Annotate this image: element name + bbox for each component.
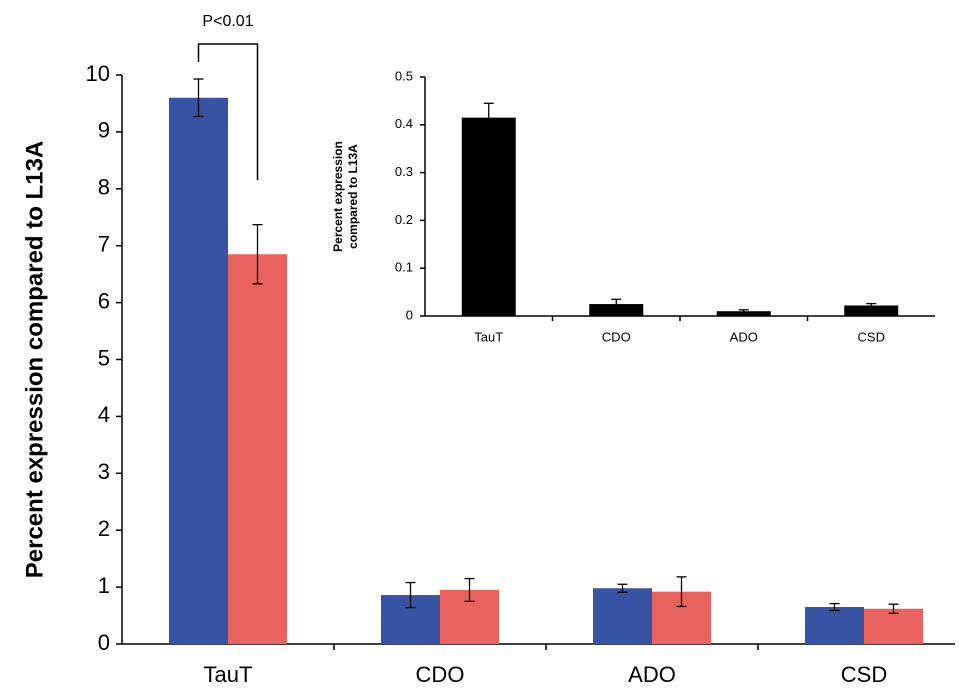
y-tick-label: 8: [98, 175, 110, 200]
x-tick-label: CDO: [416, 662, 465, 687]
y-axis-title-line: compared to L13A: [346, 144, 360, 249]
bar: [593, 588, 652, 644]
y-tick-label: 4: [98, 402, 110, 427]
x-tick-label: CSD: [858, 329, 885, 344]
x-tick-label: ADO: [628, 662, 676, 687]
y-tick-label: 2: [98, 516, 110, 541]
y-axis-title: Percent expression compared to L13A: [21, 141, 48, 578]
y-tick-label: 0: [406, 307, 413, 322]
error-bar: [888, 603, 899, 614]
y-tick-label: 9: [98, 118, 110, 143]
x-tick-label: CDO: [602, 329, 631, 344]
error-bar: [611, 298, 622, 310]
error-bar: [464, 577, 475, 602]
y-tick-label: 0.2: [395, 212, 413, 227]
bar: [461, 117, 516, 316]
y-tick-label: 1: [98, 573, 110, 598]
y-tick-label: 10: [86, 61, 110, 86]
y-tick-label: 0.4: [395, 116, 413, 131]
y-tick-label: 0.3: [395, 164, 413, 179]
error-bar: [252, 223, 263, 285]
y-tick-label: 7: [98, 232, 110, 257]
x-tick-label: ADO: [730, 329, 758, 344]
x-tick-label: TauT: [204, 662, 253, 687]
significance-bracket: [197, 43, 259, 180]
y-axis-title: Percent expressioncompared to L13A: [331, 141, 360, 252]
error-bar: [829, 602, 840, 612]
y-tick-label: 0.5: [395, 68, 413, 83]
error-bar: [676, 576, 687, 608]
bar: [716, 311, 771, 316]
bar: [589, 304, 644, 316]
y-tick-label: 6: [98, 288, 110, 313]
error-bar: [617, 583, 628, 593]
error-bar: [483, 102, 494, 133]
y-tick-label: 0: [98, 630, 110, 655]
bar: [805, 607, 864, 644]
x-tick-label: CSD: [841, 662, 887, 687]
error-bar: [866, 302, 877, 309]
bar: [864, 608, 923, 644]
y-tick-label: 5: [98, 345, 110, 370]
x-tick-label: TauT: [474, 329, 503, 344]
y-tick-label: 3: [98, 459, 110, 484]
error-bar: [405, 581, 416, 609]
error-bar: [193, 78, 204, 118]
y-tick-label: 0.1: [395, 260, 413, 275]
bar: [169, 97, 228, 644]
bar: [228, 254, 287, 645]
y-axis-title-line: Percent expression: [331, 141, 345, 252]
annotation: P<0.01: [202, 13, 253, 30]
error-bar: [738, 309, 749, 314]
bar: [844, 305, 899, 316]
